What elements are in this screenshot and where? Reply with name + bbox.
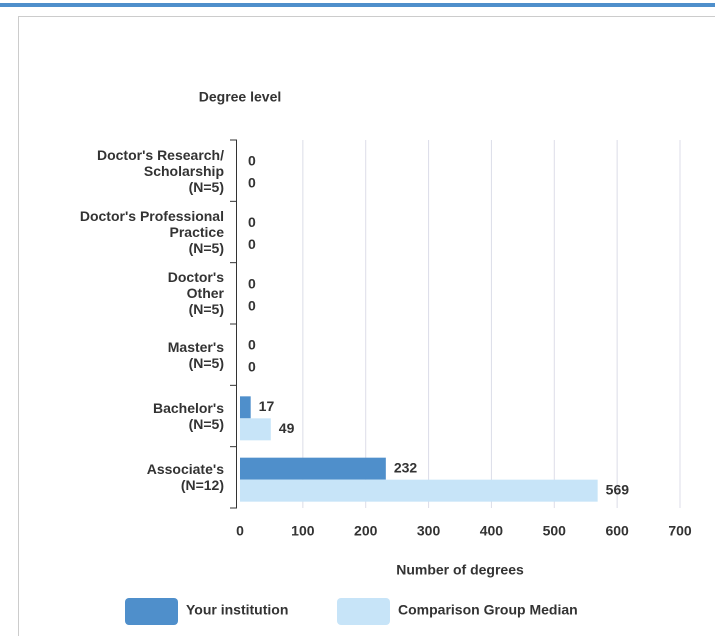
bar	[240, 479, 598, 502]
legend-swatch	[125, 598, 178, 625]
bar	[240, 396, 251, 419]
value-label: 569	[606, 481, 630, 497]
value-label: 0	[248, 275, 256, 291]
legend-label: Comparison Group Median	[398, 602, 578, 618]
x-tick-label: 300	[417, 523, 441, 539]
x-tick-label: 200	[354, 523, 378, 539]
y-tick-label: Bachelor's (N=5)	[152, 400, 224, 432]
y-tick-label: Doctor's Research/ Scholarship (N=5)	[96, 146, 224, 195]
y-tick-label: Doctor's Professional Practice (N=5)	[79, 208, 224, 256]
value-label: 0	[248, 214, 256, 230]
x-tick-label: 600	[605, 523, 629, 539]
value-label: 0	[248, 175, 256, 191]
bar	[240, 418, 271, 441]
value-label: 0	[248, 153, 256, 169]
legend-swatch	[337, 598, 390, 625]
legend-label: Your institution	[186, 602, 288, 618]
bar	[240, 457, 386, 480]
value-label: 232	[394, 459, 418, 475]
value-label: 0	[248, 337, 256, 353]
x-tick-label: 500	[543, 523, 567, 539]
top-bar	[0, 3, 715, 7]
value-label: 17	[259, 398, 275, 414]
x-tick-label: 400	[480, 523, 504, 539]
chart-title: Degree level	[199, 89, 282, 105]
x-axis-title: Number of degrees	[396, 562, 524, 578]
y-tick-label: Master's (N=5)	[167, 338, 224, 371]
value-label: 0	[248, 297, 256, 313]
value-label: 0	[248, 236, 256, 252]
value-label: 0	[248, 359, 256, 375]
x-tick-label: 0	[236, 523, 244, 539]
x-tick-label: 100	[291, 523, 315, 539]
x-tick-label: 700	[668, 523, 692, 539]
value-label: 49	[279, 420, 295, 436]
y-tick-label: Associate's (N=12)	[146, 461, 224, 494]
y-tick-label: Doctor's Other (N=5)	[167, 269, 224, 318]
